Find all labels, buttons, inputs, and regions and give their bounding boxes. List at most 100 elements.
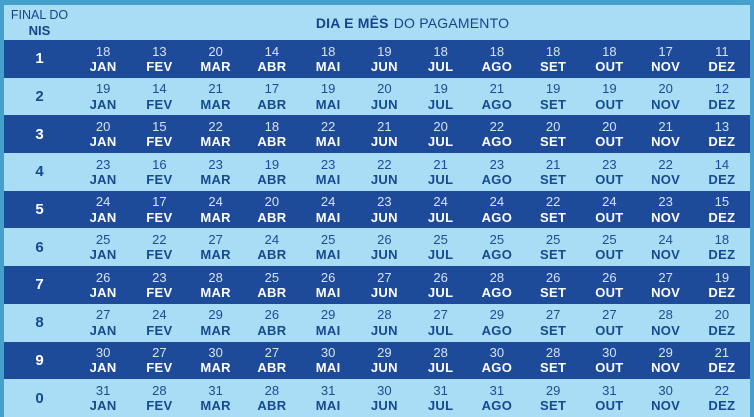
payment-month: SET — [540, 209, 567, 225]
payment-month: FEV — [146, 134, 173, 150]
payment-day: 18 — [489, 43, 505, 59]
payment-date-cell: 22 MAR — [188, 119, 244, 150]
payment-month: JUN — [370, 360, 398, 376]
payment-date-cell: 11 DEZ — [694, 44, 750, 75]
payment-date-cell: 20 JUN — [356, 81, 412, 112]
payment-day: 17 — [152, 194, 167, 210]
payment-day: 31 — [489, 382, 505, 398]
payment-day: 23 — [658, 194, 673, 210]
payment-date-cell: 18 ABR — [244, 119, 300, 150]
payment-date-cell: 17 NOV — [638, 44, 694, 75]
payment-date-cell: 30 NOV — [638, 383, 694, 414]
payment-date-cell: 29 AGO — [469, 307, 525, 338]
payment-date-cell: 19 JAN — [75, 81, 131, 112]
payment-month: ABR — [257, 322, 287, 338]
payment-date-cell: 21 NOV — [638, 119, 694, 150]
payment-day: 21 — [208, 81, 223, 97]
payment-date-cell: 19 MAI — [300, 81, 356, 112]
payment-day: 26 — [264, 307, 280, 323]
payment-date-cell: 25 JUL — [413, 232, 469, 263]
payment-day: 22 — [152, 231, 167, 247]
payment-month: ABR — [257, 209, 287, 225]
payment-month: MAI — [315, 247, 341, 263]
payment-day: 25 — [95, 231, 111, 247]
payment-month: MAR — [200, 398, 231, 414]
payment-day: 24 — [95, 194, 111, 210]
calendar-rows: 1 18 JAN 13 FEV 20 MAR 14 ABR 18 MAI 19 JUN 18 JUL 18 AG… — [4, 40, 750, 417]
payment-month: AGO — [481, 398, 513, 414]
payment-month: AGO — [481, 360, 513, 376]
payment-day: 23 — [602, 156, 617, 172]
payment-date-cell: 12 DEZ — [694, 81, 750, 112]
payment-month: OUT — [595, 96, 624, 112]
payment-month: SET — [540, 360, 567, 376]
payment-date-cell: 29 MAR — [188, 307, 244, 338]
payment-month: SET — [540, 322, 567, 338]
payment-day: 31 — [320, 382, 336, 398]
payment-month: JAN — [89, 322, 117, 338]
payment-day: 31 — [602, 382, 617, 398]
payment-date-cell: 30 MAI — [300, 345, 356, 376]
payment-date-cell: 25 SET — [525, 232, 581, 263]
payment-date-cell: 26 JUL — [413, 270, 469, 301]
payment-month: JUL — [427, 247, 454, 263]
payment-month: MAR — [200, 96, 231, 112]
payment-date-cell: 23 MAR — [188, 157, 244, 188]
payment-day: 26 — [320, 269, 336, 285]
payment-day: 21 — [545, 156, 561, 172]
payment-month: NOV — [651, 58, 681, 74]
payment-date-cell: 17 ABR — [244, 81, 300, 112]
payment-date-cell: 24 ABR — [244, 232, 300, 263]
payment-date-cell: 24 AGO — [469, 194, 525, 225]
payment-month: MAI — [315, 360, 341, 376]
payment-day: 22 — [714, 382, 730, 398]
payment-day: 30 — [489, 345, 505, 361]
nis-digit: 1 — [35, 50, 44, 68]
table-row: 7 26 JAN 23 FEV 28 MAR 25 ABR 26 MAI 27 JUN 26 JUL 28 AG… — [4, 266, 750, 304]
payment-month: SET — [540, 398, 567, 414]
payment-date-cell: 20 JUL — [413, 119, 469, 150]
payment-month: MAR — [200, 171, 231, 187]
payment-month: FEV — [146, 247, 173, 263]
table-row: 9 30 JAN 27 FEV 30 MAR 27 ABR 30 MAI 29 JUN 28 JUL 30 AG… — [4, 341, 750, 380]
payment-day: 30 — [95, 345, 111, 361]
payment-month: SET — [540, 58, 567, 74]
payment-day: 11 — [715, 43, 729, 59]
payment-month: MAI — [315, 284, 341, 300]
payment-day: 28 — [658, 307, 673, 323]
nis-digit: 2 — [35, 88, 44, 106]
payment-day: 25 — [433, 231, 448, 247]
payment-day: 31 — [95, 382, 111, 398]
payment-day: 24 — [320, 194, 336, 210]
payment-day: 30 — [602, 345, 617, 361]
payment-date-cell: 24 MAI — [300, 194, 356, 225]
payment-day: 25 — [545, 231, 561, 247]
payment-month: DEZ — [708, 360, 736, 376]
payment-month: ABR — [257, 247, 287, 263]
payment-month: JUN — [370, 171, 398, 187]
payment-day: 24 — [489, 194, 505, 210]
payment-date-cell: 20 NOV — [638, 81, 694, 112]
payment-day: 27 — [377, 269, 392, 285]
payment-day: 18 — [602, 43, 617, 59]
payment-month: JUN — [370, 322, 398, 338]
payment-date-cell: 28 JUL — [413, 345, 469, 376]
payment-date-cell: 17 FEV — [131, 194, 187, 225]
payment-date-cell: 28 NOV — [638, 307, 694, 338]
payment-day: 17 — [658, 43, 673, 59]
payment-month: FEV — [146, 360, 173, 376]
payment-month: DEZ — [708, 398, 736, 414]
payment-date-cell: 19 ABR — [244, 157, 300, 188]
payment-date-cell: 27 JAN — [75, 307, 131, 338]
payment-day: 23 — [152, 269, 167, 285]
payment-day: 13 — [714, 118, 730, 134]
payment-date-cell: 22 DEZ — [694, 383, 750, 414]
payment-month: DEZ — [708, 247, 736, 263]
payment-month: OUT — [595, 171, 624, 187]
payment-day: 29 — [658, 345, 673, 361]
payment-month: MAR — [200, 58, 231, 74]
payment-day: 19 — [95, 81, 111, 97]
payment-day: 20 — [264, 194, 280, 210]
payment-month: JAN — [89, 209, 117, 225]
payment-date-cell: 24 JUL — [413, 194, 469, 225]
